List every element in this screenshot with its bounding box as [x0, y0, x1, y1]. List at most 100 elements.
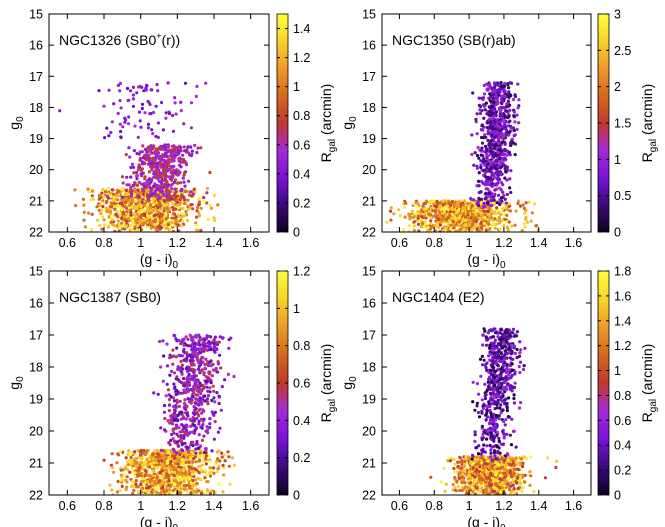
data-point — [438, 223, 443, 227]
data-point — [484, 135, 488, 139]
data-point — [504, 220, 508, 224]
data-point — [149, 193, 153, 197]
data-point — [100, 191, 104, 195]
data-point — [199, 228, 203, 232]
data-point — [442, 210, 447, 214]
data-point — [179, 481, 183, 485]
data-point — [180, 363, 184, 367]
data-point — [493, 113, 497, 117]
data-point — [178, 455, 182, 459]
data-point — [156, 177, 160, 181]
data-point — [111, 222, 115, 226]
data-point — [491, 100, 495, 104]
data-point — [507, 114, 511, 118]
data-point — [159, 365, 163, 369]
data-point — [504, 115, 508, 119]
y-tick-label: 18 — [29, 101, 43, 115]
data-point — [495, 206, 499, 210]
x-tick-label: 1 — [137, 499, 144, 513]
x-tick-label: 0.8 — [426, 236, 443, 250]
data-point — [136, 468, 141, 472]
data-point — [110, 201, 114, 205]
data-point — [177, 353, 181, 358]
data-point — [197, 459, 202, 463]
data-point — [103, 136, 107, 140]
data-point — [157, 463, 161, 467]
data-point — [521, 461, 525, 465]
data-point — [151, 474, 155, 478]
data-point — [450, 199, 454, 204]
data-point — [131, 219, 135, 223]
data-point — [184, 471, 188, 475]
data-point — [168, 443, 172, 447]
colorbar-tick-label: 1 — [293, 302, 300, 316]
data-point — [87, 190, 91, 194]
data-point — [502, 193, 506, 197]
data-point — [152, 172, 156, 176]
data-point — [482, 201, 486, 205]
data-point — [484, 187, 488, 191]
data-point — [186, 387, 190, 391]
data-point — [133, 212, 137, 216]
colorbar-tick-label: 0 — [614, 226, 621, 240]
data-point — [177, 229, 181, 232]
data-point — [169, 459, 173, 464]
data-point — [208, 426, 212, 430]
data-point — [212, 339, 216, 343]
data-point — [126, 452, 130, 456]
data-point — [416, 216, 420, 220]
data-point — [204, 447, 208, 451]
data-point — [202, 434, 206, 438]
data-point — [207, 334, 211, 339]
y-tick-label: 21 — [29, 457, 43, 471]
data-point — [182, 145, 186, 149]
data-point — [206, 363, 211, 368]
data-point — [454, 229, 458, 232]
data-point — [191, 419, 195, 423]
data-point — [407, 213, 411, 217]
x-tick-label: 1 — [466, 236, 473, 250]
data-point — [177, 149, 181, 153]
data-point — [182, 455, 186, 459]
data-point — [507, 86, 511, 90]
data-point — [180, 187, 184, 191]
data-point — [140, 160, 144, 164]
data-point — [118, 81, 123, 85]
data-point — [137, 110, 142, 114]
data-point — [434, 204, 438, 208]
data-point — [496, 209, 500, 213]
data-point — [182, 343, 186, 347]
data-point — [511, 98, 515, 102]
data-point — [173, 385, 177, 389]
data-point — [481, 128, 485, 132]
data-point — [484, 159, 488, 163]
data-point — [505, 153, 509, 157]
data-point — [148, 112, 152, 116]
data-point — [95, 205, 99, 209]
data-point — [149, 221, 154, 225]
y-tick-label: 16 — [362, 39, 376, 53]
data-point — [130, 162, 135, 166]
data-point — [180, 195, 185, 199]
data-point — [153, 489, 157, 493]
data-point — [204, 81, 208, 85]
data-point — [107, 88, 111, 92]
x-tick-label: 0.6 — [391, 236, 408, 250]
data-point — [158, 174, 162, 178]
data-point — [168, 190, 172, 194]
data-point — [188, 484, 192, 488]
data-point — [137, 455, 141, 460]
data-point — [218, 353, 222, 357]
data-point — [477, 196, 481, 200]
data-point — [181, 153, 185, 157]
data-point — [180, 477, 184, 481]
data-point — [156, 486, 160, 490]
data-point — [125, 183, 129, 187]
scatter-points — [429, 327, 559, 495]
data-point — [505, 166, 509, 170]
data-point — [507, 220, 511, 224]
data-point — [180, 370, 184, 374]
data-point — [116, 204, 120, 208]
data-point — [429, 199, 433, 203]
data-point — [128, 155, 132, 159]
